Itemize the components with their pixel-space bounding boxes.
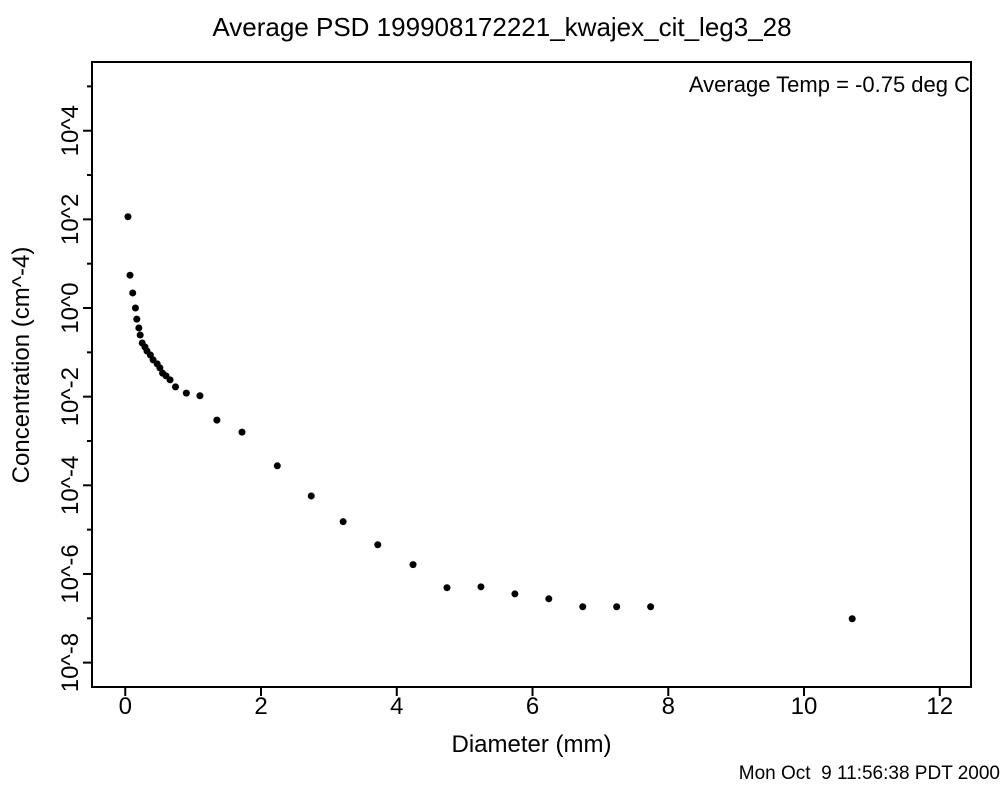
y-tick-label: 10^2: [57, 194, 84, 245]
data-point: [477, 583, 485, 591]
data-point: [613, 603, 621, 611]
data-point: [443, 584, 451, 592]
data-point: [579, 603, 587, 611]
x-tick-label: 0: [119, 693, 132, 720]
data-point: [124, 213, 132, 221]
y-tick-label: 10^0: [57, 282, 84, 333]
data-point: [182, 389, 190, 397]
y-tick-label: 10^-2: [57, 367, 84, 426]
data-point: [339, 518, 347, 526]
data-point: [213, 416, 221, 424]
data-point: [126, 271, 134, 279]
y-tick-label: 10^-6: [57, 544, 84, 603]
data-point: [273, 462, 281, 470]
data-point: [647, 603, 655, 611]
data-point: [129, 289, 137, 297]
data-point: [307, 492, 315, 500]
data-point: [166, 376, 174, 384]
x-tick-label: 8: [662, 693, 675, 720]
data-point: [156, 364, 164, 372]
x-tick-label: 2: [254, 693, 267, 720]
data-point: [409, 561, 417, 569]
data-point: [133, 315, 141, 323]
data-point: [196, 392, 204, 400]
data-point: [135, 324, 143, 332]
plot-box: [91, 61, 972, 688]
data-point: [136, 331, 144, 339]
data-point: [848, 615, 856, 623]
data-point: [238, 428, 246, 436]
x-tick-label: 4: [390, 693, 403, 720]
x-tick-label: 12: [926, 693, 953, 720]
data-point: [131, 304, 139, 312]
y-tick-label: 10^-4: [57, 456, 84, 515]
data-point: [374, 541, 382, 549]
y-tick-label: 10^-8: [57, 633, 84, 692]
x-tick-label: 6: [526, 693, 539, 720]
y-axis-label: Concentration (cm^-4): [8, 246, 35, 484]
y-tick-label: 10^4: [57, 105, 84, 156]
chart-title: Average PSD 199908172221_kwajex_cit_leg3…: [212, 12, 792, 42]
average-temp-annotation: Average Temp = -0.75 deg C: [688, 72, 970, 97]
x-axis-label: Diameter (mm): [451, 731, 612, 758]
data-point: [511, 590, 519, 598]
x-tick-label: 10: [791, 693, 818, 720]
timestamp: Mon Oct 9 11:56:38 PDT 2000: [738, 763, 1000, 784]
data-point: [545, 595, 553, 603]
data-point: [171, 383, 179, 391]
